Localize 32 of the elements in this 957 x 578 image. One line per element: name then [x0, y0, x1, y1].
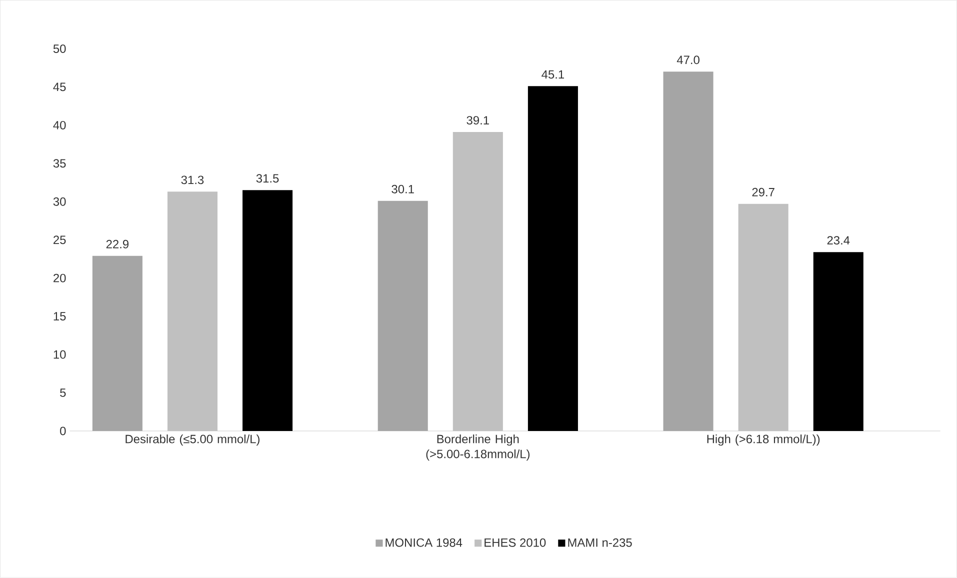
y-tick-label: 25 — [54, 236, 66, 244]
y-tick-label: 10 — [54, 350, 66, 359]
bar — [813, 252, 864, 432]
data-label: 45.1 — [542, 70, 564, 79]
y-tick-label: 30 — [53, 198, 66, 206]
y-tick-label: 50 — [53, 44, 66, 54]
legend-label: MAMI n-235 — [568, 538, 632, 547]
y-tick-label: 0 — [60, 426, 66, 436]
data-label: 39.1 — [466, 116, 489, 125]
bar — [663, 72, 714, 432]
data-label: 23.4 — [827, 236, 850, 245]
x-tick-label: Desirable (≤5.00 mmol/L) — [126, 434, 260, 446]
y-tick-label: 20 — [54, 274, 66, 282]
bar — [242, 190, 293, 432]
bar — [92, 256, 142, 432]
bar — [528, 86, 578, 432]
bar — [378, 200, 428, 432]
y-tick-label: 45 — [53, 82, 66, 92]
data-label: 31.3 — [181, 176, 204, 184]
legend-label: EHES 2010 — [484, 538, 546, 547]
x-tick-label: Borderline High (>5.00-6.18mmol/L) — [426, 434, 530, 461]
x-tick-label: High (>6.18 mmol/L)) — [707, 434, 820, 446]
data-label: 22.9 — [106, 240, 129, 248]
y-tick-label: 35 — [53, 159, 66, 168]
data-label: 30.1 — [392, 184, 414, 194]
y-tick-label: 15 — [54, 312, 66, 321]
data-label: 47.0 — [676, 56, 700, 64]
y-tick-label: 5 — [60, 388, 66, 398]
data-label: 31.5 — [256, 174, 279, 183]
legend-label: MONICA 1984 — [386, 538, 462, 547]
y-tick-label: 40 — [53, 121, 66, 130]
data-label: 29.7 — [752, 188, 774, 197]
